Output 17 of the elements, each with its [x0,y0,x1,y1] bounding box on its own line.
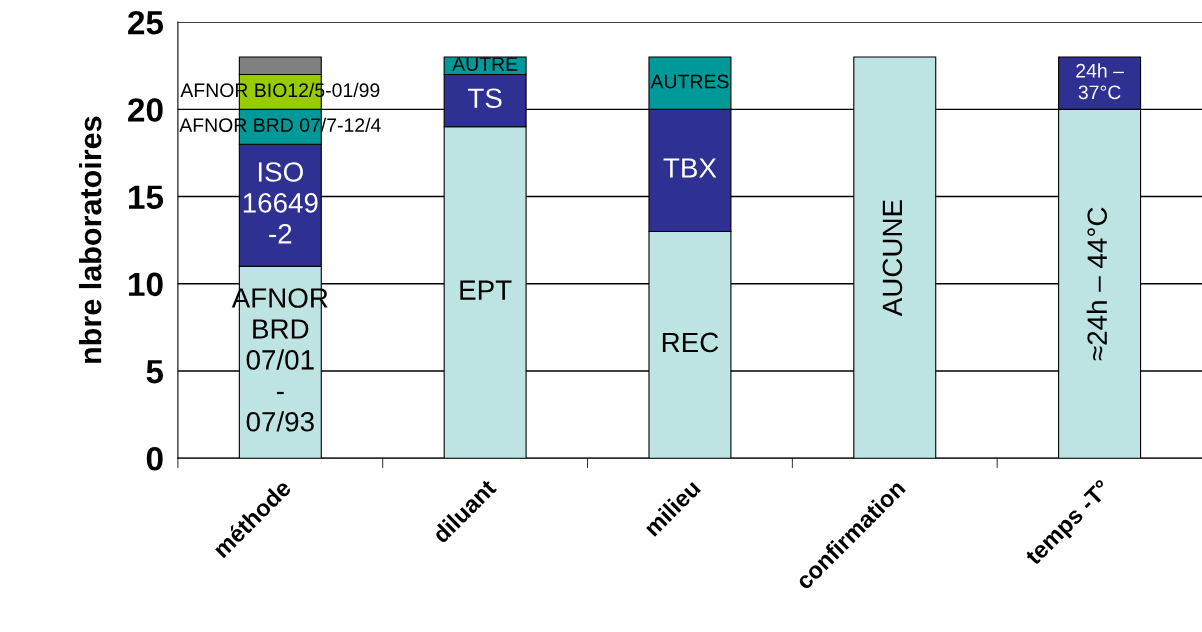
y-tick-label: 25 [128,10,164,35]
series-label: ≈24h – 44°C [1086,207,1108,361]
series-label: EPT [460,280,512,300]
y-axis-title: nbre laboratoires [79,116,102,363]
y-tick-label: 0 [146,447,163,471]
series-label: AUTRE [452,57,518,71]
series-label: AUTRES [650,74,729,89]
y-tick-label: 15 [129,185,164,209]
series-label: TBX [663,158,717,178]
series-label: REC [662,332,719,353]
series-label: ISO 16649 -2 [243,162,318,244]
y-tick-label: 20 [128,98,163,122]
series-label: AUCUNE [882,200,903,317]
series-label: 24h – 37°C [1076,63,1124,100]
series-label: TS [468,88,502,109]
y-tick-label: 5 [146,360,164,384]
y-tick-label: 10 [129,272,163,297]
